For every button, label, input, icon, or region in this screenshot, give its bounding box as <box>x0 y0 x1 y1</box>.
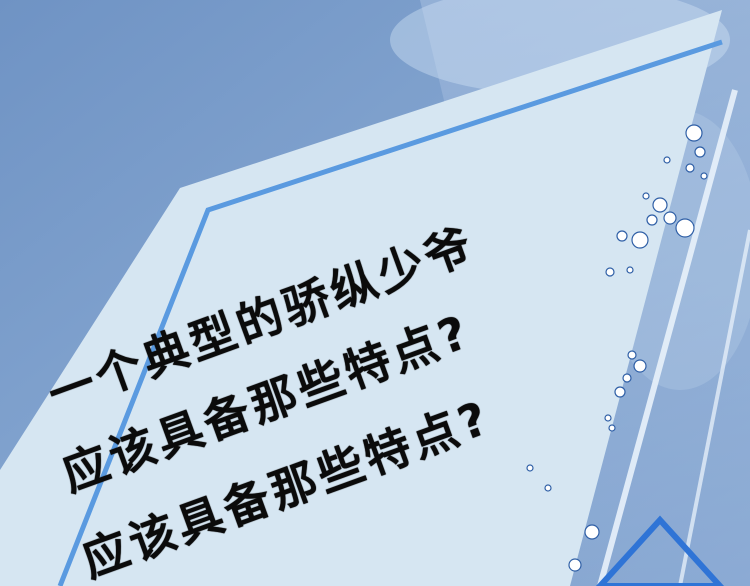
panel-border-top <box>57 39 723 586</box>
light-streak-1 <box>597 89 738 586</box>
light-streak-2 <box>678 229 750 586</box>
diamond-outline <box>595 515 725 586</box>
text-panel <box>0 10 722 586</box>
bubbles <box>526 124 708 572</box>
